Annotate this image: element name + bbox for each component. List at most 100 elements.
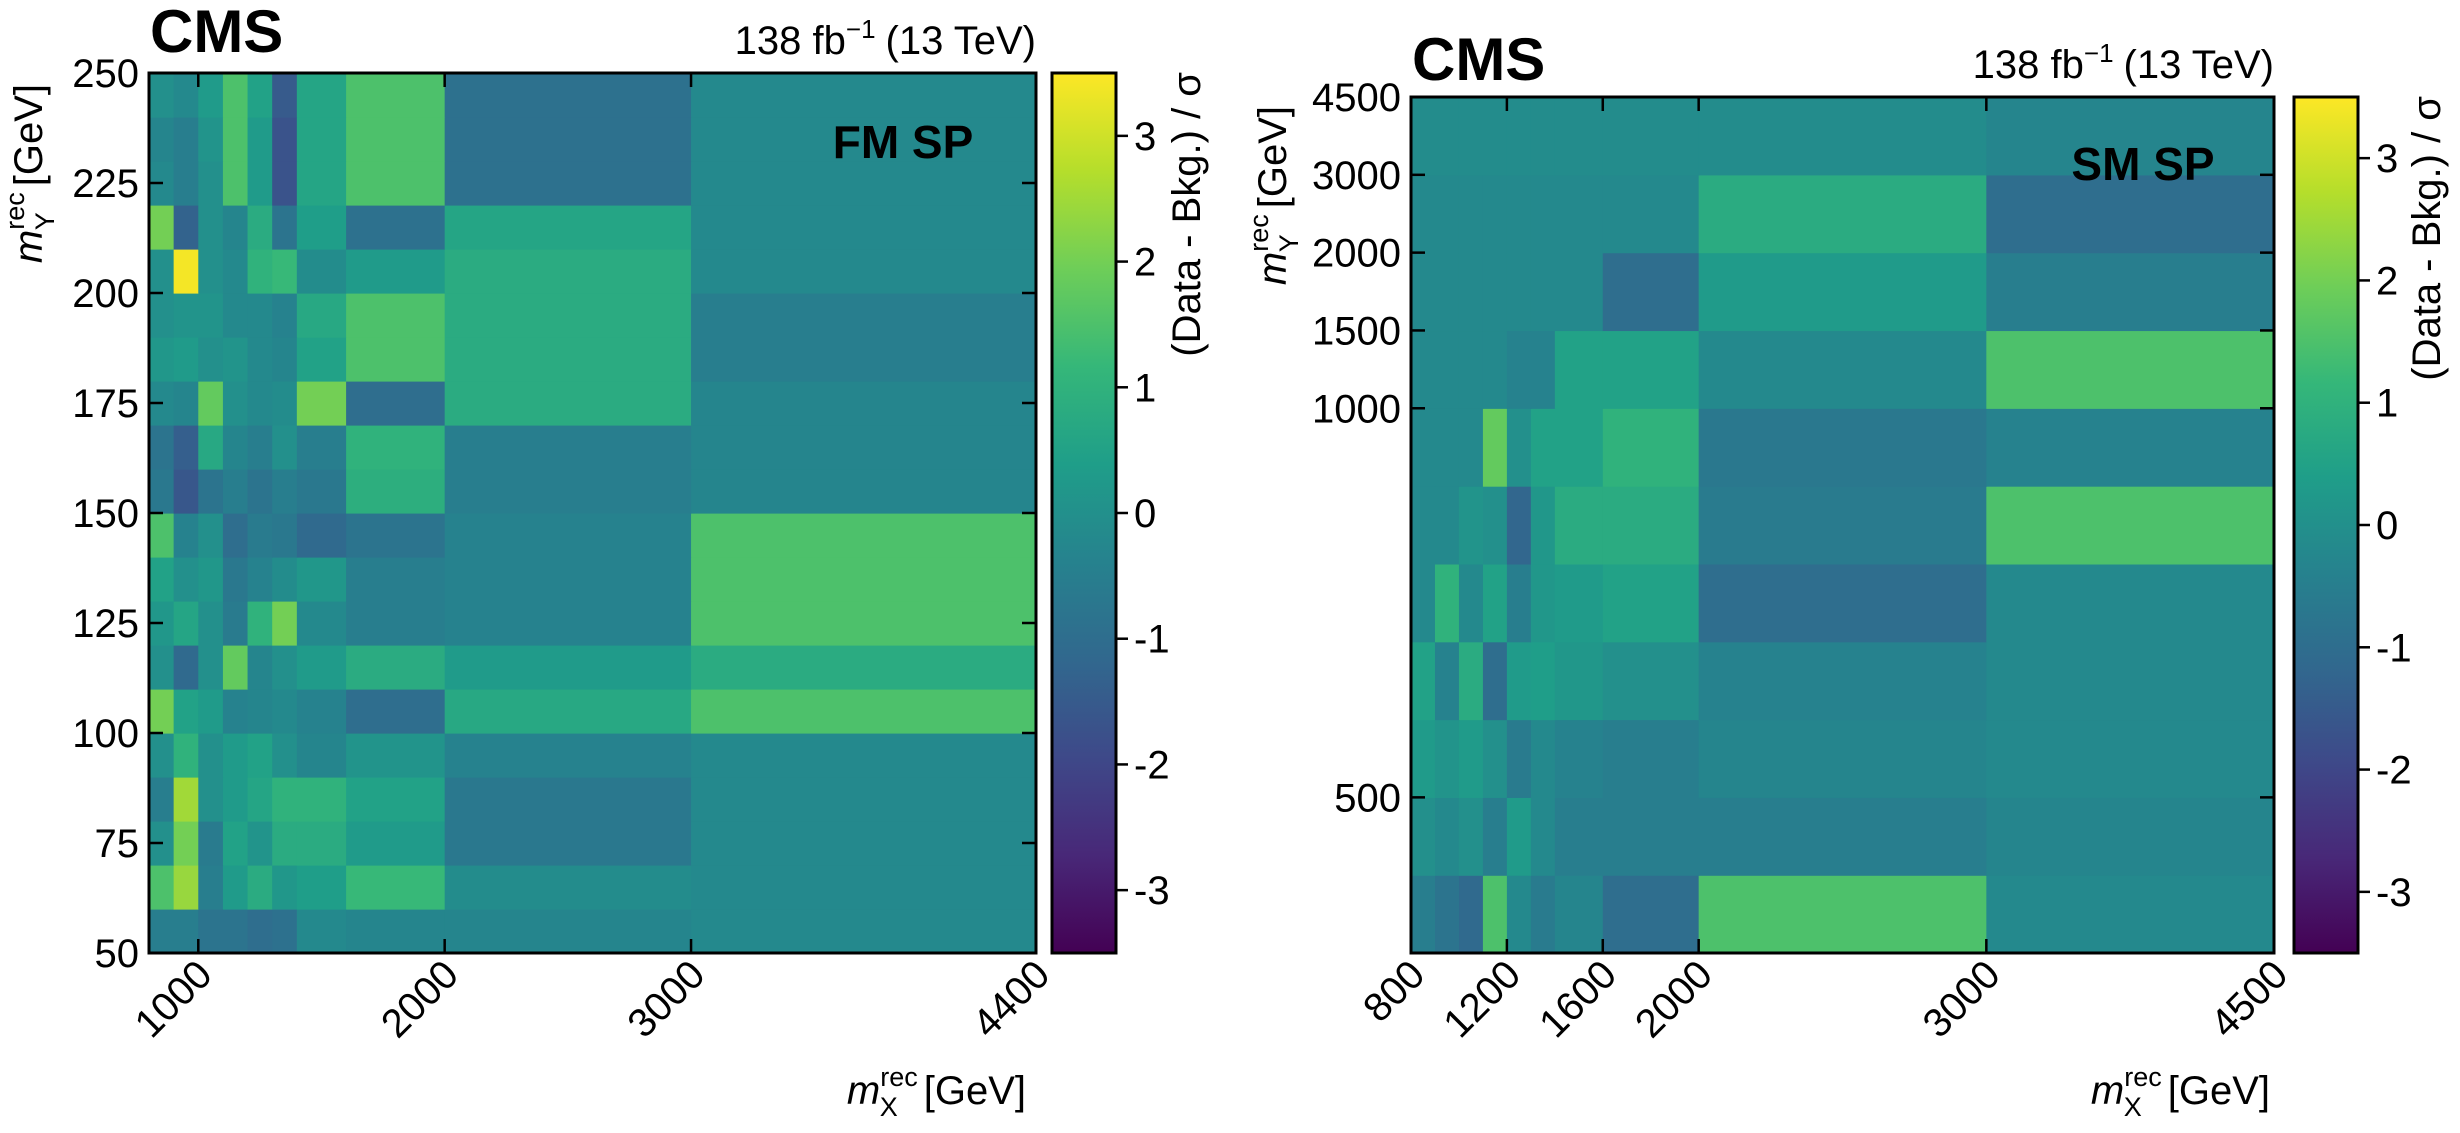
heatmap-cell <box>1411 875 1436 954</box>
heatmap-cell <box>444 689 692 734</box>
colorbar-tick-label: 1 <box>2376 382 2398 426</box>
heatmap-cell <box>1602 875 1700 954</box>
heatmap-cell <box>247 777 273 822</box>
y-tick-label: 125 <box>72 602 139 646</box>
heatmap-cell <box>173 821 199 866</box>
heatmap-cell <box>444 909 692 954</box>
colorbar-tick-label: 1 <box>1134 366 1156 410</box>
heatmap-cell <box>691 381 1037 426</box>
heatmap-cell <box>272 73 298 118</box>
heatmap-cell <box>1506 563 1532 643</box>
heatmap-cell <box>149 293 175 338</box>
x-axis-label: mrec X [GeV] <box>2091 1062 2270 1122</box>
heatmap-cell <box>198 381 224 426</box>
heatmap-cell <box>1434 174 1460 254</box>
heatmap-cell <box>1554 563 1604 643</box>
heatmap-cell <box>1411 330 1436 409</box>
heatmap-cell <box>346 513 446 558</box>
heatmap-cell <box>1482 797 1508 876</box>
heatmap-cell <box>149 249 175 294</box>
heatmap-cell <box>198 689 224 734</box>
heatmap-cell <box>1986 719 2275 798</box>
heatmap-cell <box>1434 719 1460 798</box>
heatmap-cell <box>247 601 273 646</box>
heatmap-cell <box>247 73 273 118</box>
heatmap-cell <box>247 469 273 514</box>
heatmap-cell <box>1602 408 1700 487</box>
heatmap-cell <box>444 161 692 206</box>
heatmap-cell <box>1602 330 1700 409</box>
heatmap-cell <box>296 293 347 338</box>
heatmap-cell <box>1602 641 1700 721</box>
heatmap-cell <box>1411 174 1436 254</box>
heatmap-cell <box>1530 408 1556 487</box>
x-tick-label: 3000 <box>1915 952 2009 1046</box>
heatmap-cell <box>1411 486 1436 565</box>
heatmap-cell <box>346 293 446 338</box>
heatmap-cell <box>1602 797 1700 876</box>
heatmap-cell <box>272 381 298 426</box>
colorbar-tick-label: -2 <box>2376 749 2412 793</box>
heatmap-cell <box>149 689 175 734</box>
heatmap-cell <box>1458 252 1484 332</box>
colorbar-tick-label: -1 <box>2376 626 2412 670</box>
heatmap-cell <box>1554 330 1604 409</box>
cms-label: CMS <box>1412 26 1545 93</box>
fm-sp-panel: CMS 138 fb−1 (13 TeV) 50 75 100 125 150 175 200… <box>0 0 1209 1122</box>
heatmap-cell <box>272 425 298 470</box>
heatmap-cell <box>173 293 199 338</box>
plot-frame <box>1409 95 2276 955</box>
heatmap-cell <box>1411 719 1436 798</box>
x-axis-label: mrec X [GeV] <box>847 1062 1026 1122</box>
x-tick-label: 1200 <box>1435 952 1529 1046</box>
heatmap-cell <box>198 249 224 294</box>
heatmap-cell <box>173 645 199 690</box>
heatmap-cell <box>272 469 298 514</box>
heatmap-cell <box>444 205 692 250</box>
heatmap-cell <box>1698 563 1987 643</box>
heatmap-cell <box>1506 641 1532 721</box>
heatmap-cell <box>1530 719 1556 798</box>
heatmap-cell <box>173 733 199 778</box>
heatmap-cell <box>247 205 273 250</box>
heatmap-cell <box>198 821 224 866</box>
heatmap-cell <box>247 513 273 558</box>
x-tick-labels: 800 1200 1600 2000 3000 4500 <box>1355 952 2296 1046</box>
heatmap-cell <box>346 161 446 206</box>
heatmap-cell <box>1506 875 1532 954</box>
heatmap-cell <box>173 469 199 514</box>
heatmap-cell <box>149 865 175 910</box>
heatmap-cell <box>247 557 273 602</box>
colorbar-tick-label: 3 <box>1134 115 1156 159</box>
heatmap-cell <box>691 557 1037 602</box>
heatmap-cell <box>691 425 1037 470</box>
heatmap-cell <box>173 865 199 910</box>
y-tick-labels: 50 75 100 125 150 175 200 225 250 <box>72 52 139 976</box>
cms-label: CMS <box>150 0 283 65</box>
heatmap-cell <box>1434 486 1460 565</box>
heatmap-cell <box>691 689 1037 734</box>
colorbar-tick-label: 0 <box>1134 492 1156 536</box>
heatmap-cell <box>1602 97 1700 176</box>
heatmap-cell <box>272 909 298 954</box>
heatmap-cell <box>296 513 347 558</box>
heatmap-cell <box>1434 252 1460 332</box>
heatmap-cell <box>1434 875 1460 954</box>
heatmap-cell <box>1411 408 1436 487</box>
heatmap-cell <box>1506 252 1532 332</box>
heatmap-cell <box>173 557 199 602</box>
heatmap-cell <box>691 161 1037 206</box>
heatmap-cell <box>1986 408 2275 487</box>
heatmap-cell <box>1506 408 1532 487</box>
heatmap-cell <box>1698 330 1987 409</box>
heatmap-cell <box>296 425 347 470</box>
heatmap-cell <box>1986 563 2275 643</box>
y-tick-label: 2000 <box>1312 232 1401 276</box>
heatmap-cell <box>691 469 1037 514</box>
heatmap-cell <box>1458 330 1484 409</box>
heatmap-cell <box>198 205 224 250</box>
axis-ticks <box>1409 95 2276 953</box>
heatmap-cell <box>346 249 446 294</box>
heatmap-cell <box>198 865 224 910</box>
x-tick-label: 3000 <box>619 952 713 1046</box>
